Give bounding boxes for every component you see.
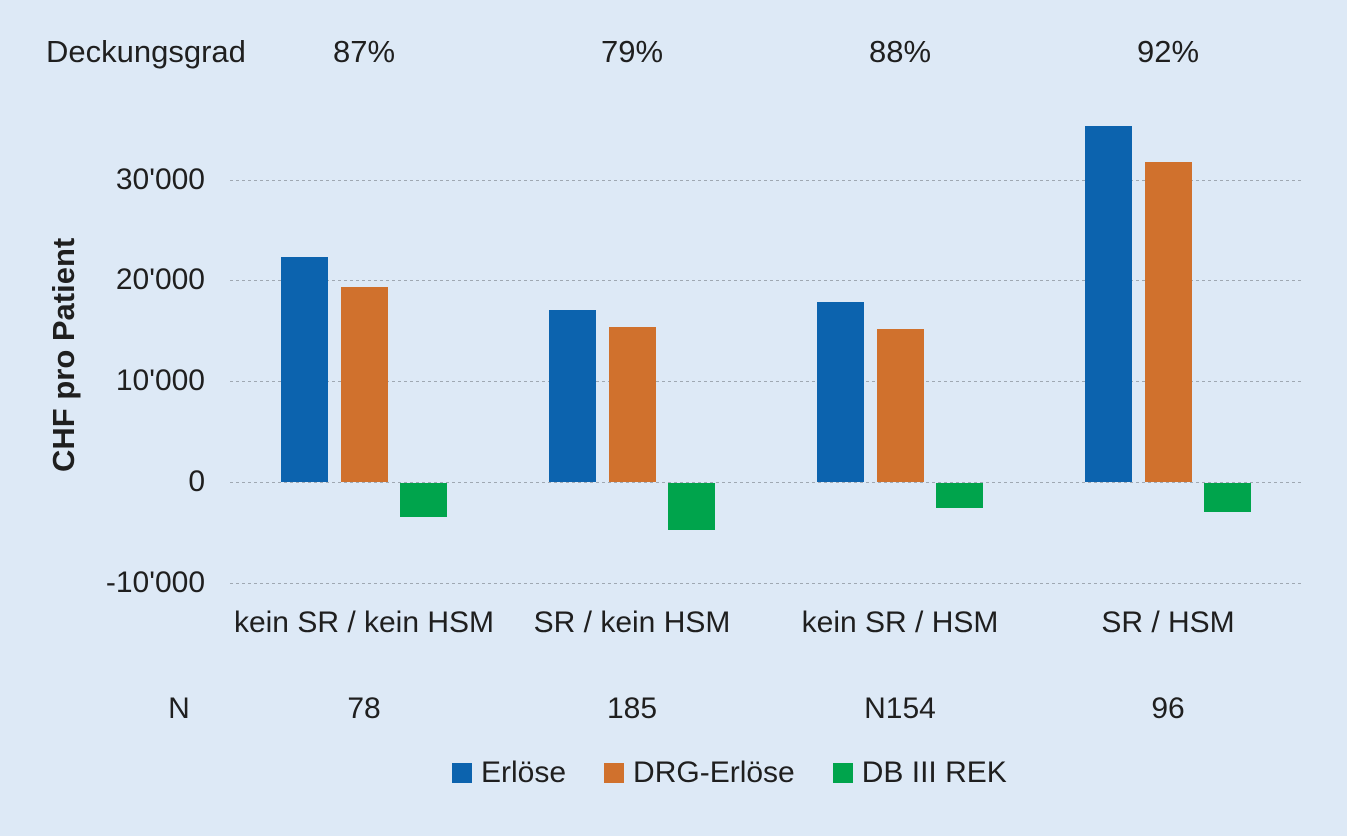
y-tick-label: 30'000	[115, 163, 205, 196]
bar-db-iii-rek	[668, 483, 715, 530]
deckungsgrad-value: 88%	[868, 34, 932, 69]
deckungsgrad-value: 92%	[1136, 34, 1200, 69]
legend-item-drg-erl-se: DRG-Erlöse	[604, 756, 795, 790]
n-value: N154	[864, 692, 936, 725]
y-tick-label: 10'000	[115, 364, 205, 397]
deckungsgrad-row-label: Deckungsgrad	[46, 34, 246, 69]
legend-item-erl-se: Erlöse	[452, 756, 566, 790]
deckungsgrad-value: 79%	[600, 34, 664, 69]
category-label: kein SR / HSM	[801, 606, 999, 639]
legend-swatch-icon	[452, 763, 472, 783]
gridline	[230, 482, 1302, 484]
gridline	[230, 180, 1302, 182]
bar-erl-se	[1085, 126, 1132, 482]
legend-label: DB III REK	[861, 756, 1007, 789]
bar-drg-erl-se	[341, 287, 388, 482]
legend-item-db-iii-rek: DB III REK	[832, 756, 1007, 790]
legend: Erlöse DRG-Erlöse DB III REK	[452, 756, 1007, 790]
gridline	[230, 280, 1302, 282]
legend-label: DRG-Erlöse	[633, 756, 795, 789]
n-value: 78	[347, 692, 381, 725]
category-label: SR / HSM	[1101, 606, 1235, 639]
y-tick-label: -10'000	[105, 566, 205, 599]
legend-swatch-icon	[604, 763, 625, 783]
bar-erl-se	[281, 257, 328, 482]
bar-db-iii-rek	[936, 483, 983, 508]
y-tick-label: 0	[188, 465, 205, 498]
gridline	[230, 381, 1302, 383]
y-tick-label: 20'000	[115, 263, 205, 296]
bar-drg-erl-se	[609, 327, 656, 482]
bar-erl-se	[817, 302, 864, 482]
legend-label: Erlöse	[481, 756, 567, 789]
category-label: kein SR / kein HSM	[233, 606, 495, 639]
bar-drg-erl-se	[1145, 162, 1192, 482]
n-value: 185	[606, 692, 658, 725]
deckungsgrad-value: 87%	[332, 34, 396, 69]
category-label: SR / kein HSM	[533, 606, 731, 639]
legend-swatch-icon	[832, 763, 853, 783]
bar-db-iii-rek	[1204, 483, 1251, 512]
bar-drg-erl-se	[877, 329, 924, 482]
bar-db-iii-rek	[400, 483, 447, 517]
bar-erl-se	[549, 310, 596, 482]
n-row-label: N	[168, 692, 190, 725]
n-value: 96	[1151, 692, 1185, 725]
gridline	[230, 583, 1302, 585]
